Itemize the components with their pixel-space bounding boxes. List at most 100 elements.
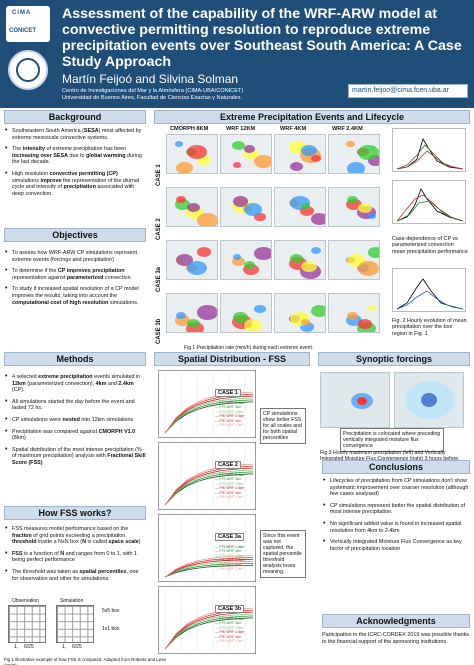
objectives-heading: Objectives [4, 228, 146, 242]
conclusions-text: Lifecycles of precipitation from CP simu… [322, 478, 470, 557]
fss-legend-entry: — P90 WRF 4km [215, 418, 242, 423]
fss-illustration: Observation Simulation 5x5 box 1x1 box 1… [4, 598, 146, 656]
precipitation-map-panel [220, 293, 272, 333]
fss-legend-entry: — P75 WRF 4km [215, 477, 242, 482]
fss-case-label: CASE 2 [215, 461, 241, 469]
background-heading: Background [4, 110, 146, 124]
fss-works-item-1: FSS measures model performance based on … [4, 526, 146, 546]
fss-works-text: FSS measures model performance based on … [4, 526, 146, 587]
precipitation-map-panel [328, 240, 380, 280]
fss-panel: CASE 1 — P75 WRF 2.4km — P75 WRF 4km — P75 … [158, 370, 256, 438]
events-caption: Fig 1 Precipitation rate (mm/h) during e… [184, 345, 314, 351]
fss-series-line [164, 561, 254, 578]
conicet-logo-text: CONICET [9, 28, 36, 34]
row-case2: CASE 2 [156, 218, 162, 240]
fss-legend-entry: — P90 WRF 4km [215, 562, 242, 567]
precipitation-map-panel [274, 293, 326, 333]
precipitation-map-panel [166, 293, 218, 333]
fss-series-line [164, 397, 254, 434]
lifecycle-plot-case3 [392, 268, 466, 312]
fss-series-line [164, 559, 254, 578]
fss-series-line [164, 471, 254, 506]
fss-series-line [164, 401, 254, 434]
fss-legend-entry: — P90 WRF 2.4km [215, 486, 245, 491]
fss-series-line [164, 473, 254, 506]
fss-panel: CASE 3b — P75 WRF 2.4km — P75 WRF 4km — P75… [158, 586, 256, 654]
simulation-grid [56, 605, 94, 643]
col-cmorph: CMORPH 8KM [170, 126, 209, 132]
fss-legend-entry: — P75 WRF 12km [215, 481, 244, 486]
acknowledgments-text: Participation in the ICRC-CORDEX 2019 wa… [322, 632, 470, 645]
fss-legend-entry: — P75 WRF 12km [215, 625, 244, 630]
methods-item-2: All simulations started the day before t… [4, 399, 146, 412]
fss-legend: — P75 WRF 2.4km — P75 WRF 4km — P75 WRF 12… [215, 617, 244, 643]
synoptic-callout: Precipitation is colocated where precedi… [340, 428, 444, 452]
fss-panel: CASE 2 — P75 WRF 2.4km — P75 WRF 4km — P75 … [158, 442, 256, 510]
fss-series-line [164, 557, 254, 578]
synoptic-precip-map [320, 372, 390, 428]
fss-legend-entry: — P90 WRF 4km [215, 490, 242, 495]
fss-series-line [164, 469, 254, 506]
fss-legend-entry: — P75 WRF 2.4km [215, 617, 245, 621]
precipitation-map-panel [166, 240, 218, 280]
col-wrf12: WRF 12KM [226, 126, 256, 132]
fss-series-line [164, 615, 254, 650]
background-item-2: The intensity of extreme precipitation h… [4, 146, 146, 166]
observation-label: Observation [12, 598, 39, 604]
methods-heading: Methods [4, 352, 146, 366]
fss-legend-entry: — P75 WRF 4km [215, 405, 242, 410]
observation-grid [8, 605, 46, 643]
objectives-item-3: To study if increased spatial resolution… [4, 286, 146, 306]
row-case1: CASE 1 [156, 164, 162, 186]
fss-works-caption: Fig 1 Illustrative example of how FSS is… [4, 657, 167, 665]
conclusion-item-3: No significant added value is found in i… [322, 521, 470, 534]
cima-logo: CIMA CONICET [6, 6, 50, 42]
fss-legend-entry: — P90 WRF 2.4km [215, 414, 245, 419]
methods-text: 4 selected extreme precipitation events … [4, 374, 146, 472]
authors: Martín Feijoó and Silvina Solman [62, 72, 239, 86]
precipitation-map-panel [328, 293, 380, 333]
simulation-label: Simulation [60, 598, 84, 604]
col-wrf24: WRF 2.4KM [332, 126, 363, 132]
methods-item-1: 4 selected extreme precipitation events … [4, 374, 146, 394]
fss-legend-entry: — P90 WRF 12km [215, 423, 244, 428]
fss-legend-entry: — P75 WRF 2.4km [215, 545, 245, 549]
fss-legend: — P75 WRF 2.4km — P75 WRF 4km — P75 WRF 12… [215, 473, 244, 499]
fss-legend-entry: — P75 WRF 2.4km [215, 473, 245, 477]
background-item-3: High resolution convective permitting (C… [4, 171, 146, 197]
precipitation-map-panel [328, 187, 380, 227]
email-link[interactable]: martin.feijoo@cima.fcen.uba.ar [348, 84, 468, 98]
poster-header: CIMA CONICET Assessment of the capabilit… [0, 0, 474, 108]
row-case3b: CASE 3b [156, 318, 162, 344]
fss-series-line [164, 399, 254, 434]
fss-legend-entry: — P90 WRF 2.4km [215, 558, 245, 563]
precipitation-map-panel [166, 187, 218, 227]
precipitation-map-panel [166, 134, 218, 174]
objectives-item-2: To determine if the CP improves precipit… [4, 268, 146, 281]
fss-case-label: CASE 1 [215, 389, 241, 397]
fss-legend-entry: — P90 WRF 2.4km [215, 630, 245, 635]
fig2-caption: Fig. 2 Hourly evolution of mean precipit… [392, 318, 467, 337]
synoptic-caption: Fig 3 Hourly maximum precipitation (left… [320, 450, 460, 462]
objectives-text: To assess how WRF-ARW CP simulations rep… [4, 250, 146, 311]
precipitation-map-panel [274, 134, 326, 174]
fss-case-label: CASE 3a [215, 533, 244, 541]
fss-legend-entry: — P75 WRF 2.4km [215, 401, 245, 405]
box1-label: 1x1 box [102, 626, 120, 632]
fss-series-line [164, 564, 254, 578]
observation-value-1: 1, [14, 644, 19, 650]
acknowledgments-heading: Acknowledgments [322, 614, 470, 628]
precipitation-map-panel [328, 134, 380, 174]
fss-series-line [164, 555, 254, 578]
affiliation: Centro de Investigaciones del Mar y la A… [62, 88, 243, 102]
background-text: Southeastern South America (SESA) most a… [4, 128, 146, 202]
fss-legend: — P75 WRF 2.4km — P75 WRF 4km — P75 WRF 12… [215, 545, 244, 571]
background-item-1: Southeastern South America (SESA) most a… [4, 128, 146, 141]
conclusion-item-2: CP simulations represent better the spat… [322, 503, 470, 516]
fss-case-label: CASE 3b [215, 605, 245, 613]
university-seal-icon [8, 50, 48, 90]
fss-legend-entry: — P90 WRF 4km [215, 634, 242, 639]
precipitation-map-panel [274, 187, 326, 227]
fss-works-item-3: The threshold was taken as spatial perce… [4, 569, 146, 582]
fss-works-heading: How FSS works? [4, 506, 146, 520]
